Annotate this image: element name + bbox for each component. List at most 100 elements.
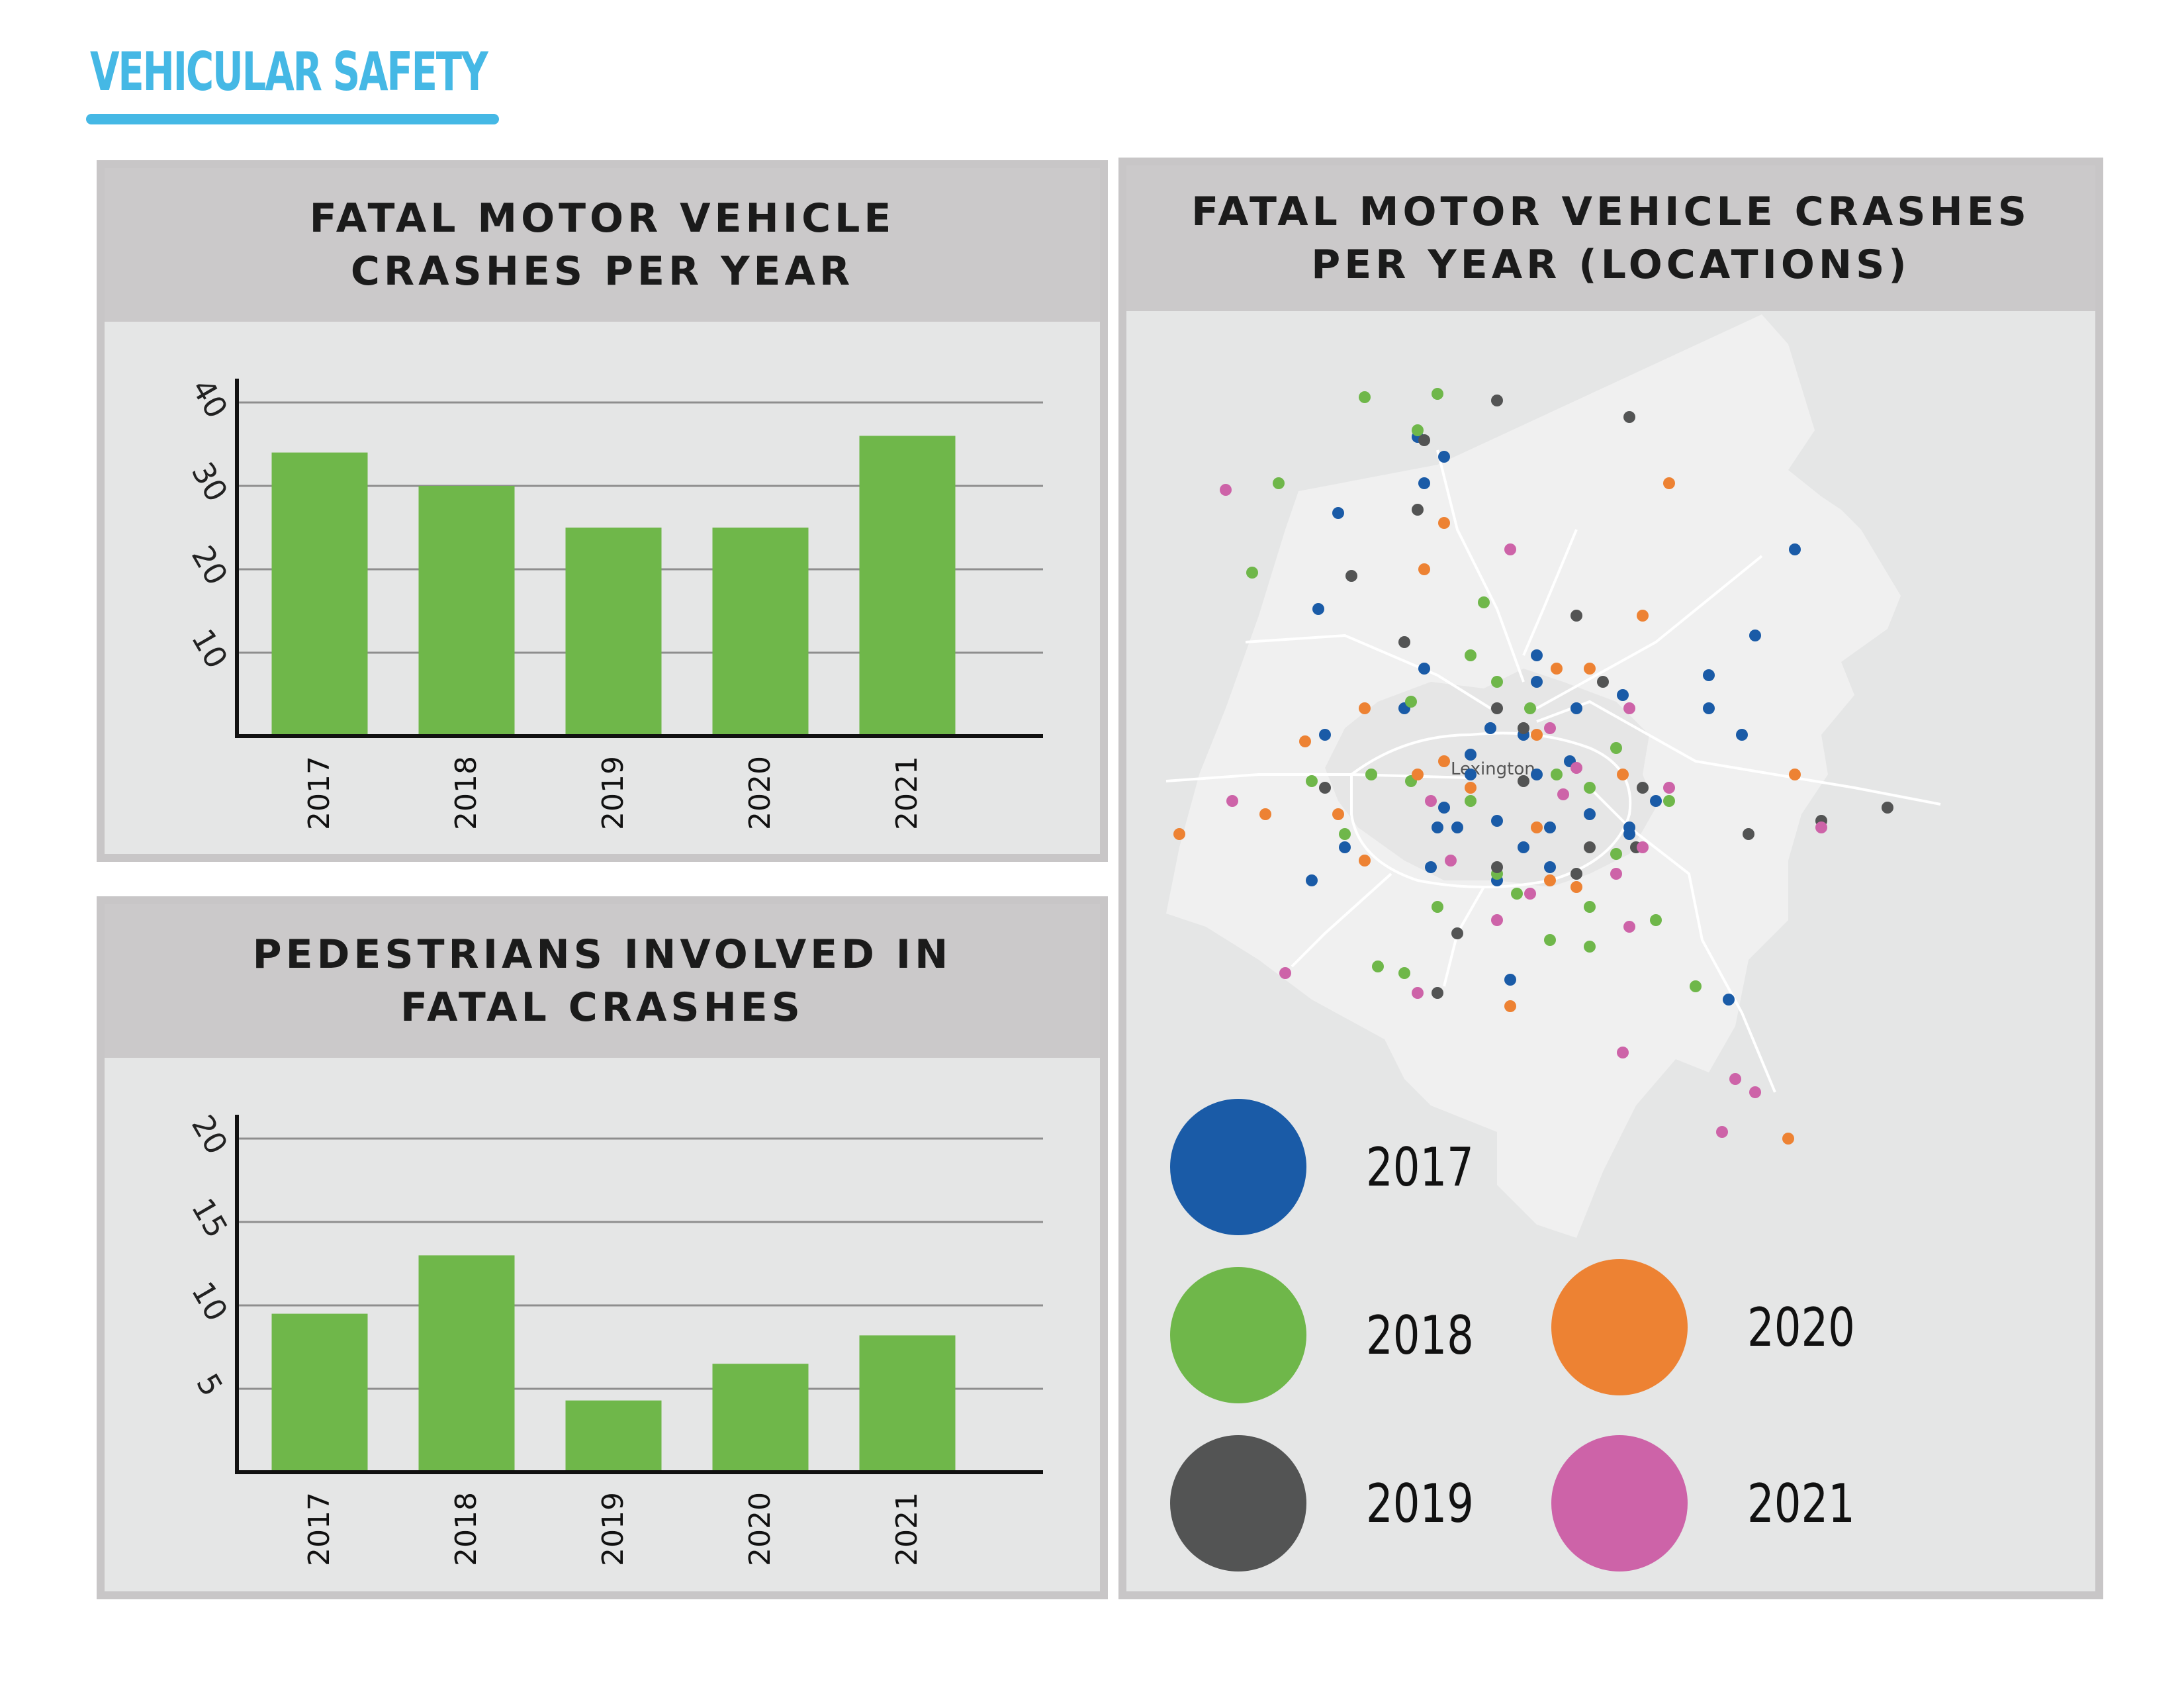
crashes-y-tick-label: 10: [185, 623, 235, 675]
crash-point: [1617, 689, 1629, 701]
crash-point: [1736, 729, 1748, 741]
legend-dot-2020: [1551, 1259, 1688, 1395]
crash-point: [1345, 570, 1357, 582]
crash-point: [1432, 987, 1443, 999]
pedestrians-bar-2020: [712, 1364, 809, 1472]
pedestrians-y-tick-label: 20: [185, 1109, 235, 1160]
crash-point: [1570, 610, 1582, 622]
pedestrians-bar-2019: [565, 1400, 662, 1472]
pedestrians-bar-2018: [418, 1255, 515, 1472]
map-panel-header: FATAL MOTOR VEHICLE CRASHES PER YEAR (LO…: [1126, 165, 2095, 311]
crash-point: [1259, 808, 1271, 820]
legend-item-2020: 2020: [1551, 1259, 1882, 1395]
crash-point: [1729, 1073, 1741, 1085]
crashes-bar-chart: 10 20 30 40 2017 2018 2019 2020 2021: [185, 373, 1043, 830]
crash-point: [1220, 484, 1232, 496]
pedestrians-x-tick-label-2020: 2020: [743, 1492, 777, 1566]
page-title: VEHICULAR SAFETY: [90, 41, 488, 103]
crash-point: [1359, 702, 1371, 714]
crash-point: [1749, 630, 1761, 641]
crash-point: [1491, 395, 1503, 406]
crash-point: [1570, 762, 1582, 774]
map-title: FATAL MOTOR VEHICLE CRASHES PER YEAR (LO…: [1191, 189, 2030, 288]
crashes-bar-2019: [565, 528, 662, 736]
crash-point: [1743, 828, 1754, 840]
crash-point: [1339, 828, 1351, 840]
crash-point: [1815, 821, 1827, 833]
pedestrians-x-tick-label-2021: 2021: [890, 1492, 924, 1566]
crash-point: [1412, 987, 1424, 999]
crash-point: [1432, 821, 1443, 833]
crash-point: [1504, 974, 1516, 986]
crash-point: [1405, 696, 1417, 708]
crash-point: [1531, 649, 1543, 661]
crash-point: [1544, 861, 1556, 873]
crash-point: [1418, 477, 1430, 489]
pedestrians-x-tick-label-2018: 2018: [449, 1492, 483, 1566]
crash-point: [1617, 1047, 1629, 1058]
crash-point: [1544, 722, 1556, 734]
crash-point: [1531, 729, 1543, 741]
crash-point: [1531, 769, 1543, 780]
crash-point: [1425, 795, 1437, 807]
crash-point: [1723, 994, 1735, 1006]
crash-point: [1544, 874, 1556, 886]
crash-point: [1438, 755, 1450, 767]
crash-point: [1412, 769, 1424, 780]
crash-point: [1584, 663, 1596, 675]
crash-point: [1637, 610, 1649, 622]
crash-point: [1690, 980, 1702, 992]
crashes-y-tick-label: 30: [185, 456, 235, 508]
crashes-x-tick-label-2018: 2018: [449, 756, 483, 830]
crashes-x-tick-label-2021: 2021: [890, 756, 924, 830]
crash-point: [1623, 411, 1635, 423]
crash-point: [1306, 874, 1318, 886]
crash-point: [1518, 722, 1529, 734]
legend-dot-2018: [1170, 1267, 1306, 1403]
crash-point: [1623, 921, 1635, 933]
crash-point: [1412, 504, 1424, 516]
crash-point: [1504, 543, 1516, 555]
crash-point: [1418, 434, 1430, 446]
crash-point: [1789, 769, 1801, 780]
crashes-bar-2021: [859, 436, 956, 736]
crash-point: [1524, 702, 1536, 714]
crash-point: [1478, 596, 1490, 608]
crash-point: [1524, 888, 1536, 900]
pedestrians-bar-2017: [271, 1313, 368, 1472]
crash-point: [1484, 722, 1496, 734]
crash-point: [1491, 861, 1503, 873]
crash-point: [1365, 769, 1377, 780]
crash-point: [1650, 795, 1662, 807]
crash-point: [1637, 841, 1649, 853]
crash-point: [1663, 782, 1675, 794]
crash-point: [1451, 821, 1463, 833]
crash-point: [1491, 676, 1503, 688]
crash-point: [1610, 742, 1622, 754]
crash-point: [1663, 477, 1675, 489]
crash-point: [1663, 795, 1675, 807]
crash-points: [1173, 388, 1893, 1145]
crash-point: [1359, 391, 1371, 403]
crash-point: [1332, 808, 1344, 820]
crash-point: [1623, 828, 1635, 840]
crashes-x-tick-label-2020: 2020: [743, 756, 777, 830]
crash-point: [1557, 788, 1569, 800]
crash-point: [1584, 808, 1596, 820]
crash-point: [1584, 941, 1596, 953]
pedestrians-chart-title: PEDESTRIANS INVOLVED IN FATAL CRASHES: [252, 931, 952, 1031]
legend-dot-2021: [1551, 1435, 1688, 1571]
crash-point: [1531, 821, 1543, 833]
crash-point: [1372, 961, 1384, 972]
crash-point: [1465, 782, 1477, 794]
crash-point: [1418, 663, 1430, 675]
crash-point: [1584, 901, 1596, 913]
crash-point: [1570, 881, 1582, 893]
crash-point: [1312, 603, 1324, 615]
crashes-x-tick-label-2019: 2019: [596, 756, 630, 830]
pedestrians-x-tick-label-2019: 2019: [596, 1492, 630, 1566]
crash-point: [1173, 828, 1185, 840]
crash-point: [1504, 1000, 1516, 1012]
crash-point: [1551, 663, 1563, 675]
crash-point: [1306, 775, 1318, 787]
